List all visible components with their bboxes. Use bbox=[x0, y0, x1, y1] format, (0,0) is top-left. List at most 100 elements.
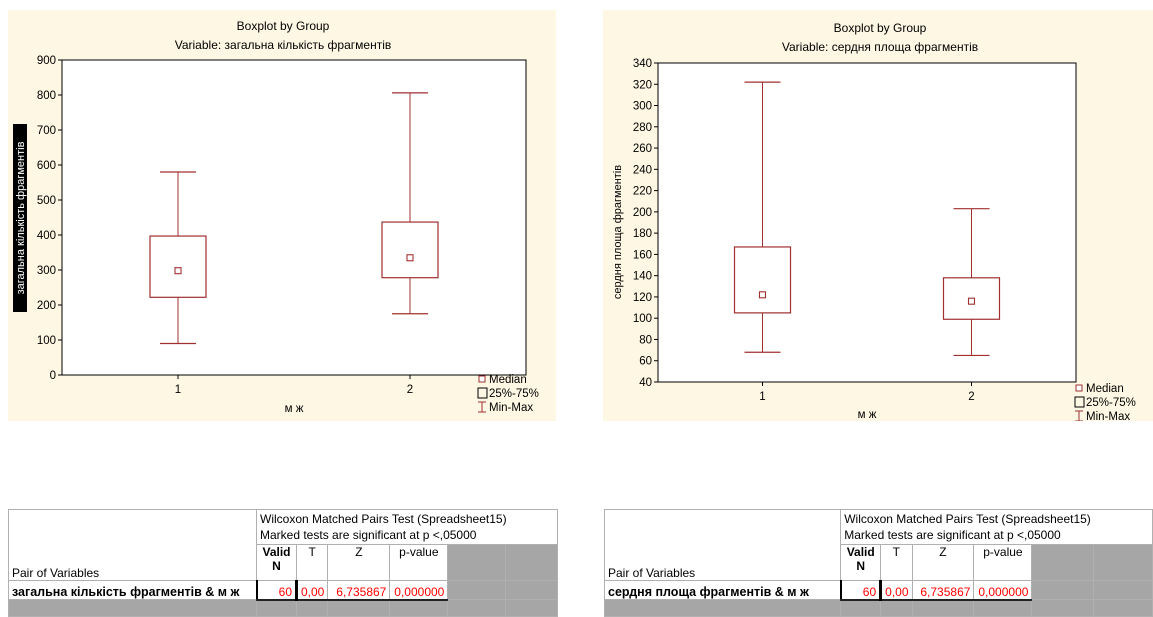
y-tick-label: 40 bbox=[639, 377, 652, 389]
cell-valid-n[interactable]: 60 bbox=[839, 580, 883, 601]
y-tick-label: 60 bbox=[639, 356, 652, 368]
y-tick-label: 180 bbox=[633, 228, 652, 240]
empty-row bbox=[603, 599, 1153, 617]
y-tick-label: 0 bbox=[50, 370, 56, 382]
col-header-t[interactable]: T bbox=[295, 544, 329, 581]
x-axis-label: м ж bbox=[285, 403, 304, 415]
legend-minmax-label: Min-Max bbox=[1086, 411, 1130, 421]
y-tick-label: 80 bbox=[639, 334, 652, 346]
table-row[interactable]: загальна кількість фрагментів & м ж 60 0… bbox=[8, 580, 559, 601]
y-tick-label: 240 bbox=[633, 164, 652, 176]
cell-t[interactable]: 0,00 bbox=[880, 580, 913, 601]
col-header-p-value[interactable]: p-value bbox=[973, 544, 1033, 581]
y-tick-label: 300 bbox=[37, 265, 56, 277]
test-header: Wilcoxon Matched Pairs Test (Spreadsheet… bbox=[840, 509, 1153, 545]
median-marker bbox=[967, 297, 976, 305]
cell-valid-n[interactable]: 60 bbox=[255, 580, 298, 601]
row-label[interactable]: загальна кількість фрагментів & м ж bbox=[8, 580, 257, 600]
empty-cell bbox=[1092, 580, 1153, 600]
iqr-box bbox=[381, 221, 439, 279]
plot-area bbox=[657, 62, 1077, 383]
y-tick-label: 340 bbox=[633, 58, 652, 70]
empty-header-cell bbox=[1092, 544, 1153, 581]
empty-row bbox=[8, 599, 559, 617]
pair-of-variables-header: Pair of Variables bbox=[603, 509, 842, 581]
legend-box-label: 25%-75% bbox=[1086, 397, 1136, 409]
cell-z[interactable]: 6,735867 bbox=[911, 580, 975, 601]
row-label[interactable]: сердня площа фрагментів & м ж bbox=[603, 580, 842, 600]
pair-of-variables-header: Pair of Variables bbox=[8, 509, 257, 581]
y-tick-label: 700 bbox=[37, 125, 56, 137]
y-axis-label: сердня площа фрагментів bbox=[612, 165, 624, 299]
legend-box-icon bbox=[477, 387, 488, 399]
legend-minmax-label: Min-Max bbox=[489, 402, 533, 414]
iqr-box bbox=[942, 277, 1001, 320]
y-tick-label: 220 bbox=[633, 186, 652, 198]
col-header-t[interactable]: T bbox=[880, 544, 913, 581]
test-header: Wilcoxon Matched Pairs Test (Spreadsheet… bbox=[255, 509, 559, 545]
y-tick-label: 800 bbox=[37, 90, 56, 102]
y-tick-label: 300 bbox=[633, 101, 652, 113]
cell-z[interactable]: 6,735867 bbox=[327, 580, 391, 601]
col-header-valid-n[interactable]: Valid N bbox=[256, 544, 297, 581]
legend-median-icon bbox=[478, 375, 486, 383]
x-tick-label: 2 bbox=[968, 391, 974, 403]
cell-p-value[interactable]: 0,000000 bbox=[389, 580, 449, 601]
col-header-z[interactable]: Z bbox=[911, 544, 975, 581]
legend-box-label: 25%-75% bbox=[489, 388, 539, 400]
test-title: Wilcoxon Matched Pairs Test (Spreadsheet… bbox=[260, 512, 507, 526]
chart-subtitle: Variable: загальна кількість фрагментів bbox=[175, 38, 392, 52]
legend-median-label: Median bbox=[1086, 383, 1124, 395]
empty-cell bbox=[447, 580, 507, 600]
cell-p-value[interactable]: 0,000000 bbox=[973, 580, 1033, 601]
chart-subtitle: Variable: сердня площа фрагментів bbox=[782, 40, 978, 54]
col-header-p-value[interactable]: p-value bbox=[389, 544, 449, 581]
y-tick-label: 200 bbox=[37, 300, 56, 312]
legend-median-label: Median bbox=[489, 374, 527, 386]
y-tick-label: 320 bbox=[633, 79, 652, 91]
significance-note: Marked tests are significant at p <,0500… bbox=[260, 528, 477, 542]
boxplot-chart-right: Boxplot by Group Variable: сердня площа ф… bbox=[612, 21, 1136, 421]
median-marker bbox=[174, 267, 182, 275]
y-tick-label: 100 bbox=[37, 335, 56, 347]
y-tick-label: 500 bbox=[37, 195, 56, 207]
median-marker bbox=[758, 291, 767, 299]
legend-box-icon bbox=[1074, 396, 1085, 408]
col-header-z[interactable]: Z bbox=[327, 544, 391, 581]
empty-header-cell bbox=[447, 544, 507, 581]
plot-area bbox=[61, 59, 527, 376]
y-tick-label: 200 bbox=[633, 207, 652, 219]
cell-t[interactable]: 0,00 bbox=[295, 580, 329, 601]
chart-title: Boxplot by Group bbox=[834, 21, 927, 35]
median-marker bbox=[406, 254, 414, 262]
iqr-box bbox=[733, 246, 792, 314]
y-tick-label: 280 bbox=[633, 122, 652, 134]
table-row[interactable]: сердня площа фрагментів & м ж 60 0,00 6,… bbox=[603, 580, 1153, 601]
x-tick-label: 1 bbox=[759, 391, 765, 403]
x-tick-label: 2 bbox=[407, 384, 413, 396]
empty-cell bbox=[505, 580, 559, 600]
col-header-valid-n[interactable]: Valid N bbox=[840, 544, 882, 581]
y-axis-label-background bbox=[13, 124, 27, 312]
wilcoxon-table-right: Pair of Variables Wilcoxon Matched Pairs… bbox=[603, 509, 1153, 617]
y-axis-label-group: загальна кількість фрагментів bbox=[13, 124, 27, 312]
y-tick-label: 120 bbox=[633, 292, 652, 304]
y-tick-label: 260 bbox=[633, 143, 652, 155]
boxplot-panel-right: Boxplot by Group Variable: сердня площа ф… bbox=[603, 10, 1153, 421]
y-tick-label: 600 bbox=[37, 160, 56, 172]
significance-note: Marked tests are significant at p <,0500… bbox=[844, 528, 1061, 542]
y-axis-label: загальна кількість фрагментів bbox=[15, 141, 27, 294]
iqr-box bbox=[149, 235, 207, 298]
y-tick-label: 900 bbox=[37, 55, 56, 67]
x-axis-label: м ж bbox=[858, 409, 877, 421]
empty-header-cell bbox=[1031, 544, 1094, 581]
empty-cell bbox=[1031, 580, 1094, 600]
wilcoxon-table-left: Pair of Variables Wilcoxon Matched Pairs… bbox=[8, 509, 559, 617]
legend-median-icon bbox=[1075, 384, 1083, 392]
chart-title: Boxplot by Group bbox=[237, 19, 330, 33]
y-tick-label: 140 bbox=[633, 271, 652, 283]
boxplot-panel-left: Boxplot by Group Variable: загальна кільк… bbox=[8, 10, 556, 421]
test-title: Wilcoxon Matched Pairs Test (Spreadsheet… bbox=[844, 512, 1091, 526]
y-tick-label: 100 bbox=[633, 313, 652, 325]
y-axis-label-group: сердня площа фрагментів bbox=[612, 165, 624, 299]
